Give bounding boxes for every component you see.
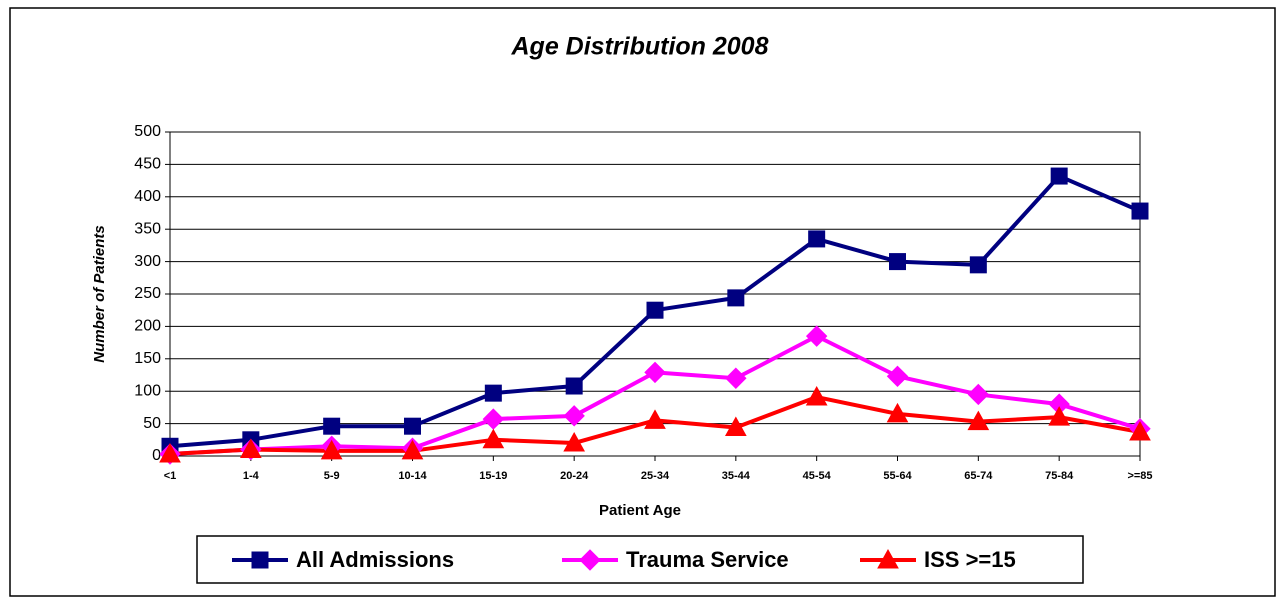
data-point <box>320 439 343 460</box>
y-tick-label: 150 <box>134 350 161 367</box>
legend-marker <box>579 549 601 571</box>
x-tick-label: 10-14 <box>398 470 427 482</box>
y-tick-label: 450 <box>134 156 161 173</box>
data-point <box>646 301 664 319</box>
data-point <box>725 367 747 389</box>
y-tick-label: 500 <box>134 123 161 140</box>
data-point <box>644 361 666 384</box>
x-tick-label: 65-74 <box>964 470 993 482</box>
x-tick-label: 25-34 <box>641 470 670 482</box>
data-point <box>969 256 987 274</box>
legend-marker <box>251 551 269 569</box>
data-point <box>886 365 909 388</box>
y-tick-label: 250 <box>134 285 161 302</box>
x-tick-label: 15-19 <box>479 470 507 482</box>
data-point <box>1050 167 1068 185</box>
data-point <box>563 432 586 452</box>
data-point <box>1129 420 1151 441</box>
data-point <box>159 443 181 463</box>
x-tick-label: 55-64 <box>883 470 912 482</box>
data-point <box>886 402 909 423</box>
y-tick-label: 200 <box>134 318 161 335</box>
data-point <box>644 409 666 429</box>
data-point <box>401 439 424 460</box>
data-point <box>565 377 583 395</box>
legend-label: All Admissions <box>296 547 454 572</box>
data-point <box>889 253 906 271</box>
x-tick-label: 5-9 <box>324 470 340 482</box>
data-point <box>967 383 990 406</box>
data-point <box>1131 202 1149 220</box>
data-point <box>724 416 747 436</box>
legend-label: Trauma Service <box>626 547 789 572</box>
y-tick-label: 400 <box>134 188 161 205</box>
y-axis-label: Number of Patients <box>91 225 108 363</box>
data-point <box>239 438 262 459</box>
x-tick-label: 1-4 <box>243 470 260 482</box>
chart-title: Age Distribution 2008 <box>511 33 769 61</box>
data-point <box>1048 406 1071 426</box>
x-tick-label: 20-24 <box>560 470 589 482</box>
data-point <box>404 417 421 435</box>
x-tick-label: <1 <box>164 470 177 482</box>
data-point <box>563 405 585 427</box>
data-point <box>805 386 828 406</box>
y-tick-label: 0 <box>152 447 161 464</box>
data-point <box>484 384 502 402</box>
y-tick-label: 100 <box>134 382 161 399</box>
x-tick-label: >=85 <box>1127 470 1152 482</box>
legend-label: ISS >=15 <box>924 547 1016 572</box>
legend-marker <box>877 548 899 569</box>
data-point <box>482 428 505 449</box>
x-tick-label: 75-84 <box>1045 470 1074 482</box>
data-point <box>727 289 745 307</box>
y-tick-label: 50 <box>143 415 161 432</box>
x-tick-label: 35-44 <box>722 470 751 482</box>
x-axis-label: Patient Age <box>599 502 681 519</box>
y-tick-label: 350 <box>134 220 161 237</box>
legend-box <box>196 535 1084 584</box>
x-tick-label: 45-54 <box>803 470 832 482</box>
data-point <box>967 410 990 431</box>
data-point <box>323 417 341 435</box>
data-point <box>808 230 826 248</box>
y-tick-label: 300 <box>134 253 161 270</box>
data-point <box>805 325 828 347</box>
